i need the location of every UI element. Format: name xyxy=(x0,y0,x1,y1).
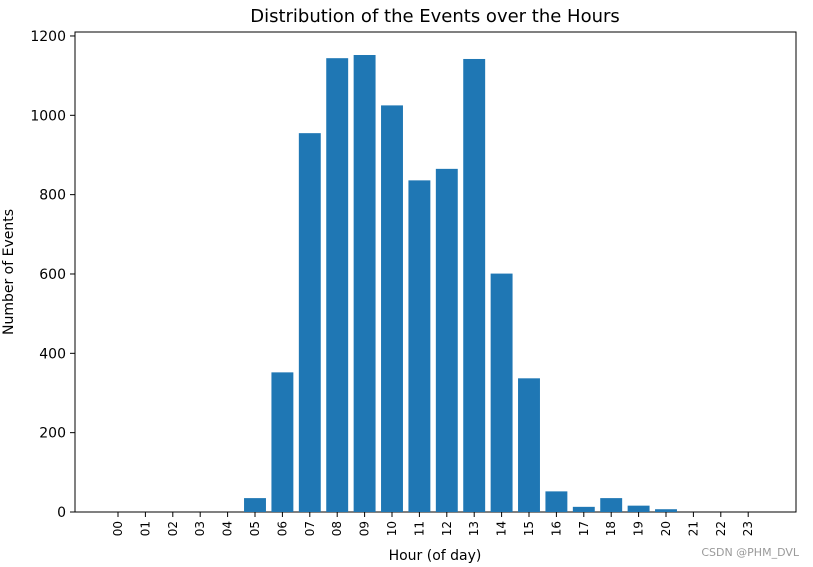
y-tick-label: 0 xyxy=(57,505,66,521)
bars-group xyxy=(244,55,677,512)
bar-18 xyxy=(600,498,623,512)
chart-title: Distribution of the Events over the Hour… xyxy=(250,6,620,27)
x-tick-label: 03 xyxy=(193,521,207,536)
bar-09 xyxy=(353,55,376,512)
x-tick-label: 02 xyxy=(166,521,180,536)
x-tick-label: 13 xyxy=(467,521,481,536)
bar-07 xyxy=(298,133,321,512)
y-tick-label: 400 xyxy=(39,346,66,362)
x-tick-label: 19 xyxy=(632,521,646,536)
bar-16 xyxy=(545,491,568,512)
x-tick-label: 05 xyxy=(248,521,262,536)
bar-12 xyxy=(435,168,458,512)
x-tick-label: 06 xyxy=(275,521,289,536)
x-tick-label: 01 xyxy=(138,521,152,536)
bar-15 xyxy=(518,378,540,512)
bar-20 xyxy=(655,509,677,512)
x-tick-label: 10 xyxy=(385,521,399,536)
x-tick-label: 14 xyxy=(495,521,509,536)
x-tick-label: 16 xyxy=(549,521,563,536)
y-tick-label: 200 xyxy=(39,426,66,442)
watermark-text: CSDN @PHM_DVL xyxy=(701,546,799,559)
bar-06 xyxy=(271,372,294,512)
bar-13 xyxy=(463,58,486,512)
plot-frame xyxy=(74,31,797,513)
x-tick-label: 22 xyxy=(714,521,728,536)
x-tick-label: 15 xyxy=(522,521,536,536)
y-tick-label: 1000 xyxy=(30,108,66,124)
x-tick-label: 08 xyxy=(330,521,344,536)
y-tick-label: 600 xyxy=(39,267,66,283)
x-tick-label: 20 xyxy=(659,521,673,536)
plot-area xyxy=(74,31,797,513)
bar-14 xyxy=(490,273,513,512)
x-tick-label: 04 xyxy=(221,521,235,536)
x-axis-label: Hour (of day) xyxy=(389,548,482,564)
bar-17 xyxy=(572,506,595,512)
y-axis-label: Number of Events xyxy=(1,209,17,335)
x-tick-label: 12 xyxy=(440,521,454,536)
bar-11 xyxy=(408,180,431,512)
x-tick-label: 17 xyxy=(577,521,591,536)
x-axis: 00 01 02 03 04 05 06 07 08 09 10 11 12 13 14 15 16 17 18 19… xyxy=(111,512,755,536)
x-tick-label: 23 xyxy=(741,521,755,536)
x-tick-label: 11 xyxy=(412,521,426,536)
x-tick-label: 07 xyxy=(303,521,317,536)
y-tick-label: 800 xyxy=(39,188,66,204)
bar-10 xyxy=(381,105,403,512)
bar-19 xyxy=(627,505,650,512)
bar-05 xyxy=(244,498,266,512)
x-tick-label: 18 xyxy=(604,521,618,536)
x-tick-label: 09 xyxy=(358,521,372,536)
x-tick-label: 00 xyxy=(111,521,125,536)
y-axis: 0 200 400 600 800 1000 1200 xyxy=(30,29,75,521)
bar-08 xyxy=(326,58,349,512)
x-tick-label: 21 xyxy=(686,521,700,536)
y-tick-label: 1200 xyxy=(30,29,66,45)
